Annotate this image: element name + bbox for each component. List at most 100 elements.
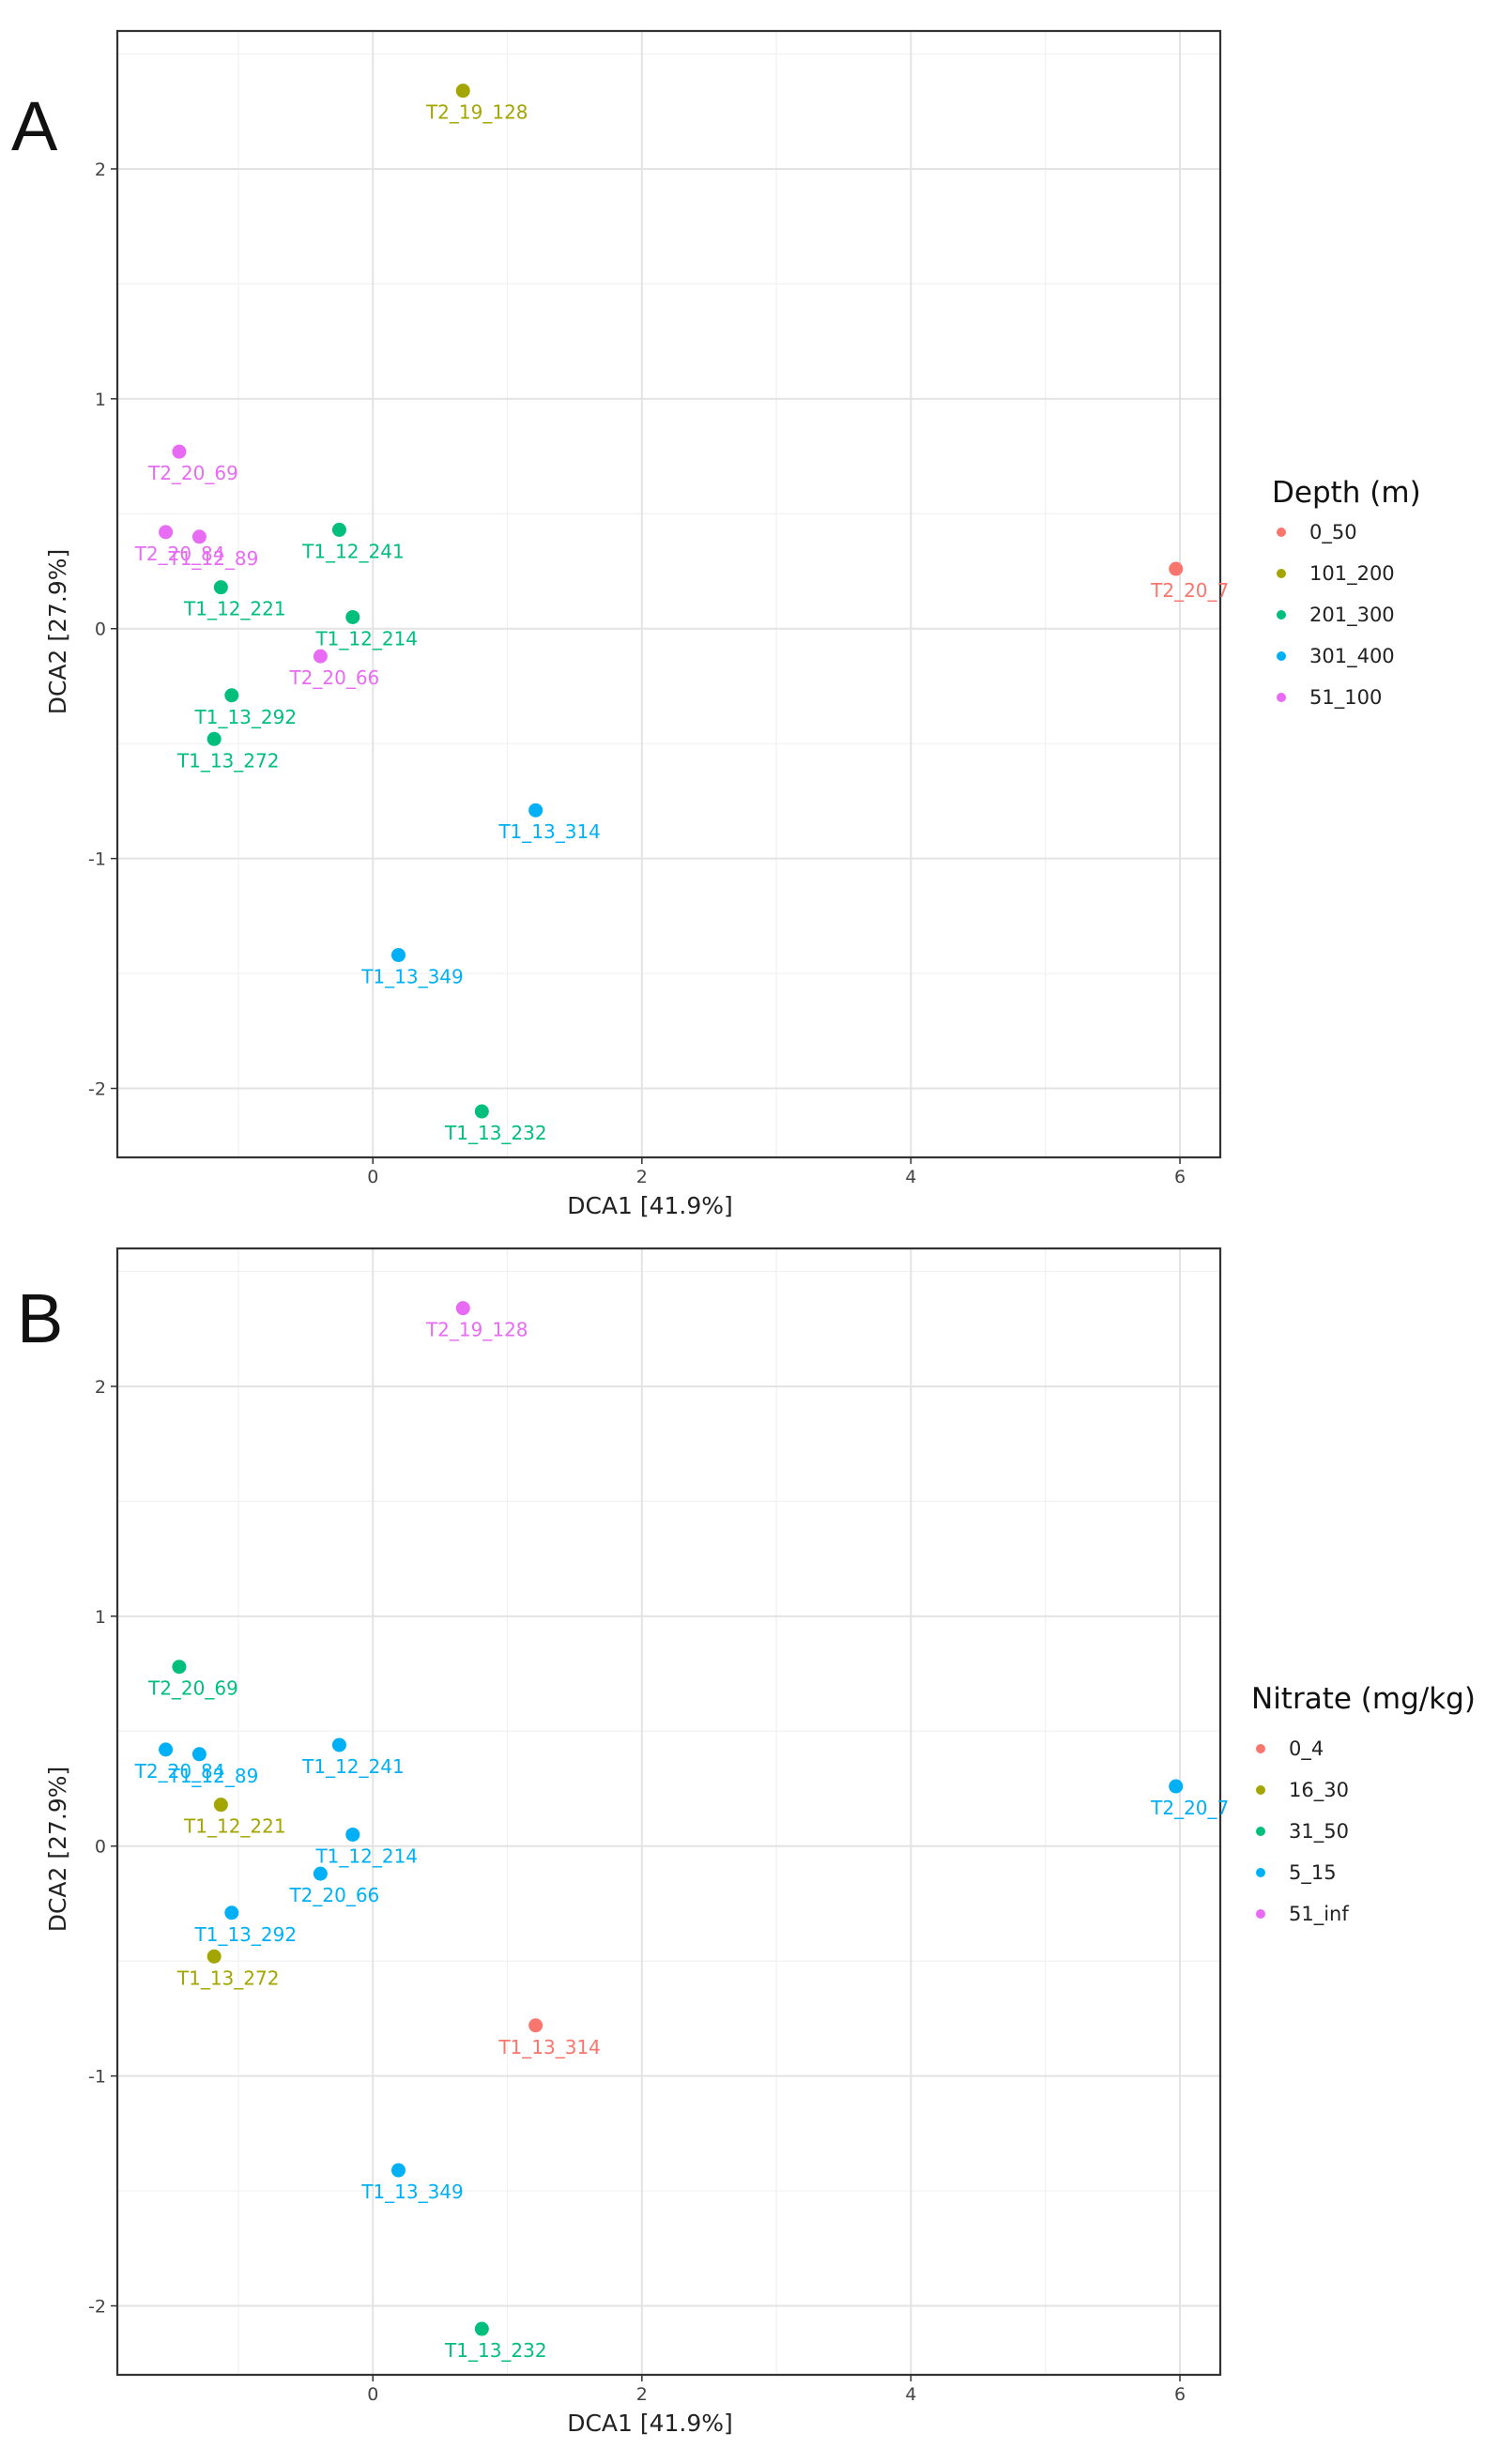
x-tick-label: 6 [1174,1167,1186,1187]
data-point [224,1905,239,1921]
point-label: T1_13_292 [194,706,298,728]
x-tick-label: 4 [905,2384,916,2405]
data-point [191,529,207,544]
data-point [345,609,360,624]
point-label: T2_20_84 [134,543,225,565]
legend-label: 301_400 [1309,645,1395,668]
legend-key [1277,693,1286,702]
point-label: T1_12_221 [183,598,286,620]
y-tick-label: 0 [95,1837,106,1858]
legend-key [1277,528,1286,537]
point-label: T2_20_7 [1150,579,1229,602]
data-point [390,2163,406,2178]
x-tick-label: 4 [905,1167,916,1187]
point-label: T1_12_89 [167,1765,258,1787]
data-point [172,444,187,459]
point-label: T2_20_7 [1150,1797,1229,1819]
point-label: T1_13_232 [444,1122,547,1144]
x-axis-title: DCA1 [41.9%] [567,1192,733,1219]
point-label: T1_12_241 [301,540,405,562]
data-point [528,803,543,818]
data-point [1169,1779,1184,1794]
x-tick-label: 0 [367,1167,378,1187]
plot-background [117,31,1220,1157]
point-label: T2_20_66 [288,666,379,689]
data-point [213,1798,228,1813]
x-tick-label: 2 [636,1167,648,1187]
data-point [331,1737,346,1752]
point-label: T1_13_349 [360,2181,464,2203]
data-point [474,1104,489,1119]
point-label: T1_13_232 [444,2339,547,2362]
point-label: T2_20_84 [134,1760,225,1783]
point-label: T1_13_349 [360,965,464,987]
point-label: T2_20_69 [147,462,238,484]
point-label: T1_13_292 [194,1923,298,1946]
data-point [313,649,328,664]
legend-key [1277,569,1286,578]
y-tick-label: -1 [88,849,106,870]
legend-key [1256,1868,1265,1877]
data-point [191,1747,207,1762]
point-label: T1_13_272 [176,749,280,772]
data-point [313,1866,328,1881]
legend-key [1256,1744,1265,1753]
data-point [207,731,222,746]
data-point [345,1827,360,1842]
point-label: T1_13_314 [497,2036,601,2058]
data-point [159,1742,174,1757]
panel-letter: B [17,1279,63,1357]
legend-title: Nitrate (mg/kg) [1251,1682,1476,1716]
x-tick-label: 0 [367,2384,378,2405]
x-tick-label: 2 [636,2384,648,2405]
legend-label: 5_15 [1289,1861,1337,1885]
point-label: T1_13_314 [497,820,601,843]
data-point [159,525,174,540]
data-point [474,2321,489,2336]
legend-key [1277,610,1286,620]
legend-label: 51_inf [1289,1903,1349,1926]
plot-background [117,1248,1220,2375]
legend-label: 51_100 [1309,686,1382,710]
legend-label: 0_50 [1309,521,1357,544]
legend-key [1277,651,1286,661]
x-tick-label: 6 [1174,2384,1186,2405]
y-tick-label: 1 [95,390,106,410]
point-label: T2_20_69 [147,1677,238,1700]
legend-label: 16_30 [1289,1779,1349,1802]
data-point [172,1660,187,1675]
data-point [455,84,470,99]
y-tick-label: 2 [95,1377,106,1398]
y-tick-label: 0 [95,620,106,640]
point-label: T1_12_241 [301,1755,405,1778]
y-tick-label: -2 [88,2297,106,2318]
point-label: T1_12_214 [314,1844,418,1867]
point-label: T2_19_128 [425,101,528,124]
point-label: T2_20_66 [288,1884,379,1906]
point-label: T1_12_214 [314,627,418,650]
legend-key [1256,1909,1265,1919]
legend-key [1256,1785,1265,1795]
y-axis-title: DCA2 [27.9%] [44,549,71,715]
y-tick-label: 2 [95,160,106,180]
plot-border [115,29,1222,1159]
legend-label: 0_4 [1289,1737,1324,1761]
point-label: T2_19_128 [425,1319,528,1341]
chart-panel-b: 0 2 4 6 -2 -1 0 1 2 DCA1 [41.9%] DCA2 [27.9%] B T2_1… [17,1247,1476,2437]
data-point [224,688,239,703]
legend-title: Depth (m) [1272,476,1421,510]
legend-label: 101_200 [1309,562,1395,586]
data-point [1169,561,1184,576]
data-point [390,947,406,962]
legend-label: 201_300 [1309,604,1395,627]
data-point [455,1301,470,1316]
data-point [213,580,228,595]
data-point [207,1949,222,1964]
plot-border [115,1247,1222,2377]
y-tick-label: -2 [88,1079,106,1100]
y-axis-title: DCA2 [27.9%] [44,1767,71,1933]
point-label: T1_12_89 [167,547,258,570]
y-tick-label: 1 [95,1607,106,1628]
panel-letter: A [11,87,58,165]
